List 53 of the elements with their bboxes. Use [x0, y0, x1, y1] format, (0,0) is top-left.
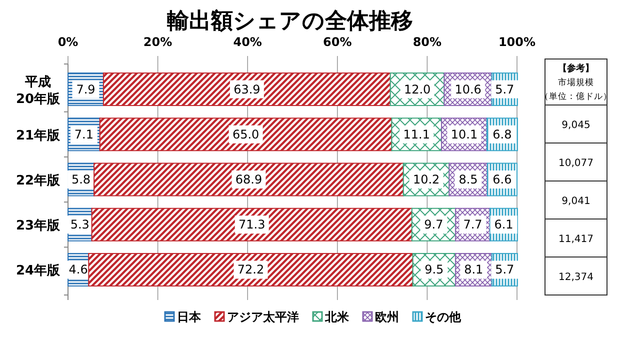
data-label: 8.5: [458, 172, 478, 186]
bar: [99, 118, 392, 152]
data-label: 4.6: [68, 262, 88, 277]
legend-label: 北米: [324, 310, 350, 324]
data-label: 63.9: [234, 82, 260, 96]
text: 市場規模: [558, 77, 594, 88]
data-label: 9.7: [424, 218, 444, 232]
x-tick-label: 20%: [143, 35, 172, 49]
y-tick-label: 平成 20年版: [16, 74, 62, 107]
data-label: 7.9: [76, 82, 96, 96]
text: 9,041: [562, 196, 590, 207]
y-tick-label: 22年版: [16, 174, 62, 188]
x-tick-label: 80%: [412, 35, 442, 49]
data-label: 5.8: [71, 172, 91, 186]
data-label: 8.1: [464, 262, 484, 277]
text: （単位：億ドル）: [540, 91, 612, 102]
data-label: 71.3: [238, 218, 266, 232]
legend-label: 欧州: [375, 310, 399, 324]
data-label: 10.2: [412, 172, 440, 186]
bar: [102, 72, 391, 106]
y-tick-label: 23年版: [16, 218, 62, 234]
data-label: 12.0: [404, 82, 431, 96]
data-label: 5.7: [495, 262, 514, 277]
data-label: 6.8: [492, 127, 512, 142]
text: 10,077: [558, 158, 594, 169]
data-label: 6.1: [494, 218, 514, 232]
data-label: 7.7: [463, 218, 482, 232]
data-label: 7.1: [74, 127, 94, 142]
data-label: 68.9: [235, 172, 262, 186]
data-label: 72.2: [237, 262, 264, 277]
legend-label: 日本: [177, 310, 202, 324]
y-tick-label: 21年版: [16, 128, 62, 144]
y-tick-label: 24年版: [16, 264, 62, 279]
data-label: 10.1: [450, 127, 478, 142]
data-label: 65.0: [232, 127, 260, 142]
legend-label: アジア太平洋: [227, 310, 299, 324]
text: 9,045: [562, 120, 590, 131]
data-label: 5.7: [495, 82, 514, 96]
data-label: 10.6: [454, 82, 482, 96]
x-tick-label: 40%: [233, 35, 262, 49]
data-label: 9.5: [424, 262, 444, 277]
data-label: 6.6: [492, 172, 512, 186]
x-tick-label: 0%: [58, 35, 78, 49]
data-label: 11.1: [403, 127, 430, 142]
legend-label: その他: [425, 310, 462, 324]
text: 【参考】: [558, 63, 594, 74]
x-tick-label: 60%: [323, 35, 352, 49]
text: 12,374: [558, 272, 594, 283]
text: 11,417: [558, 234, 594, 245]
chart-title: 輸出額シェアの全体推移: [166, 9, 413, 34]
data-label: 5.3: [70, 218, 90, 232]
bar: [88, 252, 414, 286]
x-tick-label: 100%: [498, 35, 536, 49]
